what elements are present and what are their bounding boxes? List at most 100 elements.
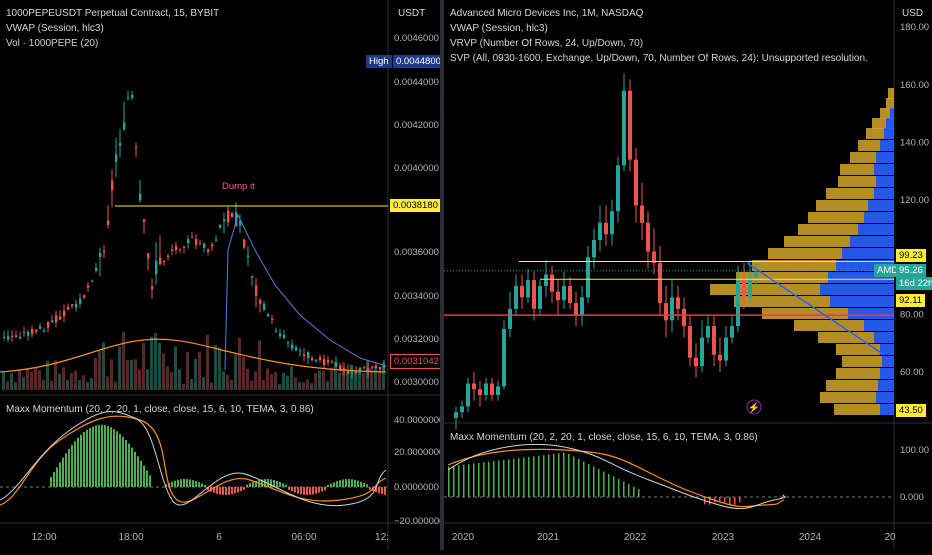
left-indicator-vwap[interactable]: VWAP (Session, hlc3)	[6, 23, 104, 34]
left-chart-title[interactable]: 1000PEPEUSDT Perpetual Contract, 15, BYB…	[6, 8, 220, 19]
right-volume-profile-up	[838, 176, 876, 187]
right-osc-bar	[709, 497, 711, 505]
left-osc-bar	[345, 479, 347, 487]
left-volume-bar	[26, 367, 29, 390]
left-candle	[151, 286, 154, 290]
right-indicator-svp[interactable]: SVP (All, 0930-1600, Exchange, Up/Down, …	[450, 53, 868, 64]
left-candle	[239, 220, 242, 226]
left-candle	[179, 248, 182, 250]
left-volume-bar	[10, 373, 13, 390]
right-osc-bar	[448, 466, 450, 497]
left-volume-bar	[226, 374, 229, 390]
right-indicator-vrvp[interactable]: VRVP (Number Of Rows, 24, Up/Down, 70)	[450, 38, 644, 49]
left-osc-bar	[56, 467, 58, 487]
left-candle	[303, 354, 306, 357]
left-volume-bar	[338, 372, 341, 390]
right-osc-bar	[468, 464, 470, 497]
left-volume-bar	[110, 359, 113, 390]
right-candle	[628, 90, 632, 160]
pane-divider[interactable]	[440, 0, 444, 550]
left-osc-bar	[98, 424, 100, 487]
left-osc-bar	[143, 465, 145, 487]
left-osc-y-tick: 40.0000000	[394, 415, 440, 426]
left-volume-bar	[174, 346, 177, 390]
left-osc-bar	[122, 436, 124, 487]
left-osc-bar	[252, 481, 254, 487]
right-oscillator-title[interactable]: Maxx Momentum (20, 2, 20, 1, close, clos…	[450, 432, 758, 443]
right-candle	[556, 291, 560, 301]
right-candle	[592, 239, 596, 258]
right-candle	[742, 280, 746, 298]
left-candle	[223, 219, 226, 222]
left-chart-panel[interactable]: 0.0046000 0.0044000 0.0042000 0.0040000 0.00…	[0, 0, 450, 550]
left-osc-bar	[339, 480, 341, 487]
right-volume-profile-down	[876, 392, 894, 403]
left-candle	[15, 335, 18, 338]
left-candle	[19, 337, 22, 339]
left-candle	[87, 285, 90, 288]
right-osc-bar	[593, 466, 595, 497]
left-candle	[127, 97, 130, 99]
left-candle	[99, 253, 102, 258]
left-osc-bar	[294, 487, 296, 493]
left-candle	[75, 303, 78, 308]
left-osc-bar	[234, 487, 236, 494]
left-volume-bar	[254, 371, 257, 390]
right-chart-title[interactable]: Advanced Micro Devices Inc, 1M, NASDAQ	[450, 8, 644, 19]
left-osc-bar	[149, 475, 151, 487]
left-chart-canvas[interactable]: 0.0046000 0.0044000 0.0042000 0.0040000 0.00…	[0, 0, 450, 550]
left-candle	[283, 334, 286, 338]
right-osc-bar	[578, 459, 580, 497]
left-candle	[79, 298, 82, 304]
left-volume-bar	[306, 379, 309, 390]
left-osc-bar	[309, 487, 311, 495]
right-volume-profile-up	[866, 128, 884, 139]
left-legend: 1000PEPEUSDT Perpetual Contract, 15, BYB…	[6, 6, 219, 51]
left-osc-bar	[246, 484, 248, 487]
left-indicator-volume[interactable]: Vol · 1000PEPE (20)	[6, 38, 99, 49]
right-symbol-tag: AMD	[874, 264, 902, 277]
left-x-tick: 6	[216, 532, 222, 543]
left-osc-bar	[360, 481, 362, 487]
right-candle	[544, 274, 548, 286]
right-chart-canvas[interactable]: 180.00 160.00 140.00 120.00 80.00 60.00 100.00…	[444, 0, 932, 550]
right-candle	[532, 280, 536, 309]
right-volume-profile-down	[884, 128, 894, 139]
right-candle	[454, 412, 458, 418]
left-volume-bar	[62, 367, 65, 390]
right-top-tick: 180.00	[900, 22, 929, 33]
left-candle	[27, 332, 30, 336]
right-candle	[748, 277, 752, 298]
left-volume-bar	[274, 372, 277, 390]
left-osc-bar	[288, 487, 290, 490]
right-candle	[724, 337, 728, 361]
left-candle	[31, 329, 34, 335]
right-chart-panel[interactable]: 180.00 160.00 140.00 120.00 80.00 60.00 100.00…	[444, 0, 932, 550]
left-candle	[183, 246, 186, 248]
right-volume-profile-up	[816, 200, 868, 211]
left-osc-bar	[53, 472, 55, 487]
left-dump-annotation: Dump it	[222, 181, 255, 192]
right-trend-line	[746, 262, 885, 356]
right-osc-bar	[623, 481, 625, 497]
right-candle	[730, 326, 734, 338]
left-osc-bar	[219, 487, 221, 495]
left-candle	[287, 341, 290, 344]
left-line-price-tag: 0.0038180	[390, 199, 441, 212]
left-candle	[91, 280, 94, 282]
left-candle	[331, 361, 334, 363]
left-volume-bar	[2, 371, 5, 390]
left-volume-bar	[334, 361, 337, 390]
right-osc-bar	[498, 460, 500, 497]
left-candle	[315, 359, 318, 362]
left-osc-y-tick: 20.0000000	[394, 447, 440, 458]
left-oscillator-title[interactable]: Maxx Momentum (20, 2, 20, 1, close, clos…	[6, 404, 314, 415]
left-osc-bar	[119, 433, 121, 487]
left-volume-bar	[186, 351, 189, 390]
right-osc-bar	[523, 457, 525, 497]
right-candle	[640, 205, 644, 223]
right-candle	[478, 389, 482, 395]
right-y-tick: 80.00	[900, 310, 924, 321]
left-volume-bar	[234, 354, 237, 390]
right-indicator-vwap[interactable]: VWAP (Session, hlc3)	[450, 23, 548, 34]
